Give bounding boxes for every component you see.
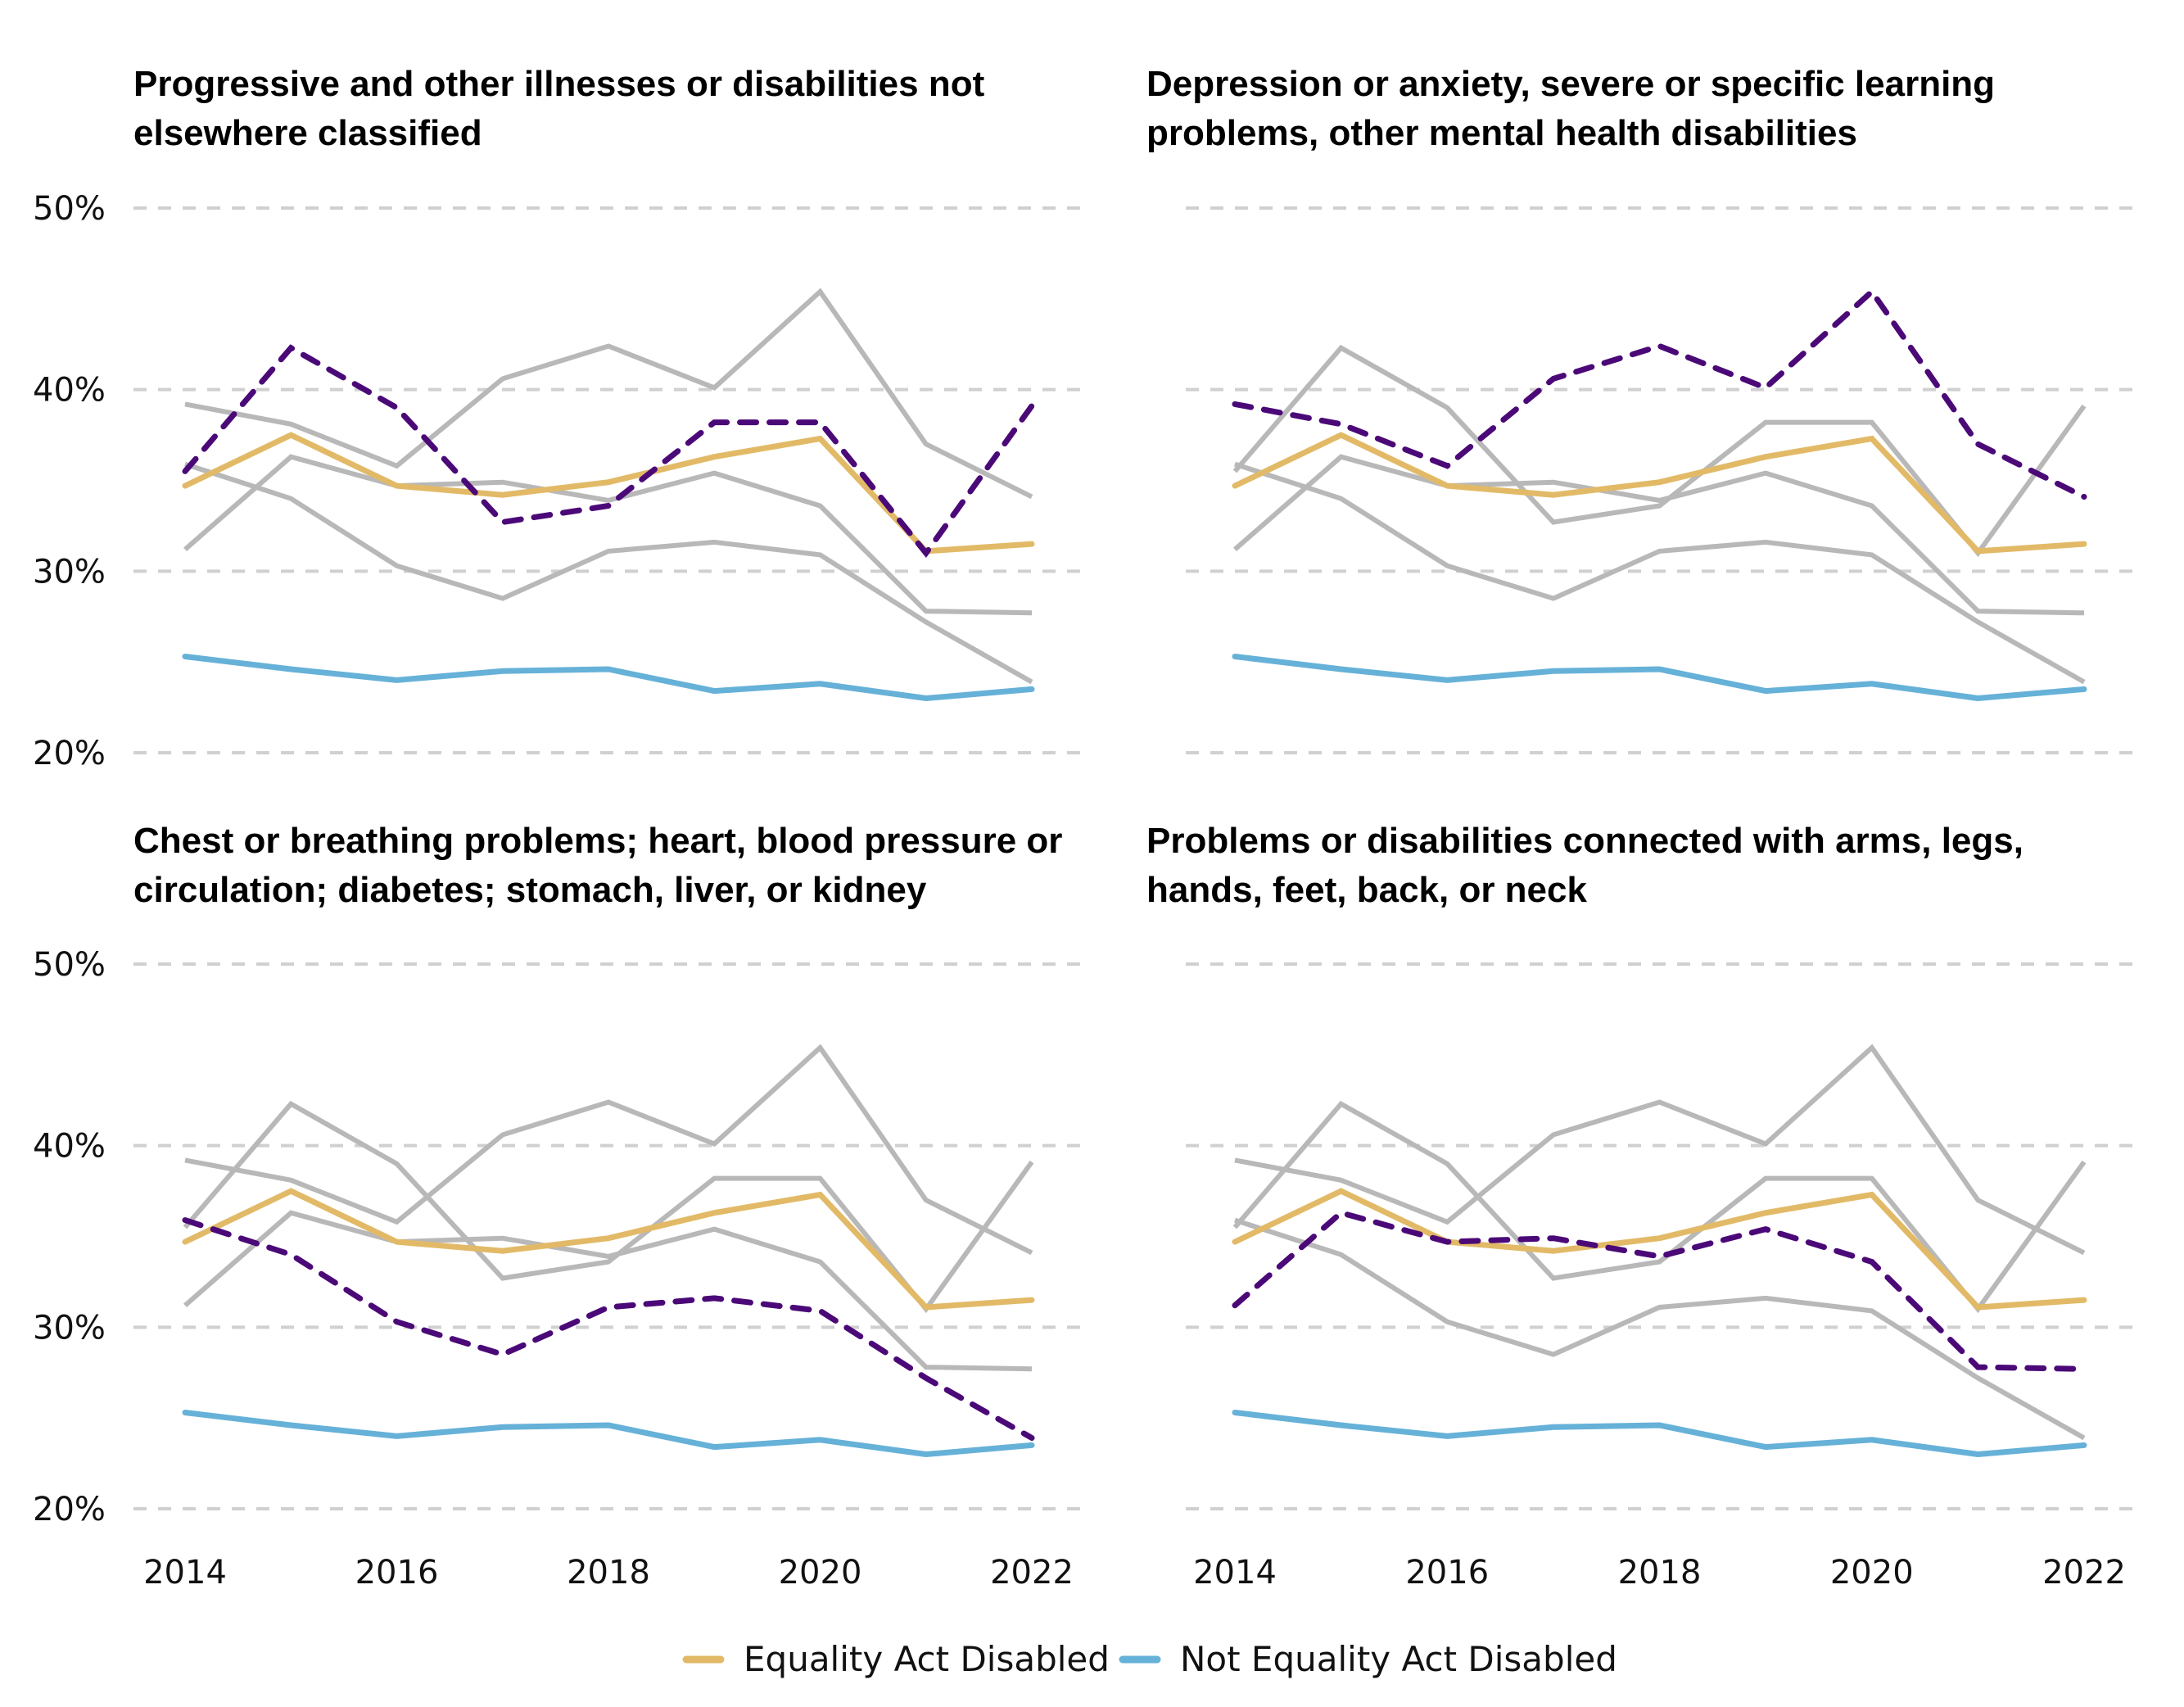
y-tick-label: 20% xyxy=(33,1491,106,1528)
series-line-progressive xyxy=(1232,344,2087,558)
series-line-equality-act-disabled xyxy=(1232,432,2087,555)
series-line-mental xyxy=(1234,1044,2086,1256)
x-tick-label: 2014 xyxy=(1193,1554,1277,1592)
y-tick-label: 20% xyxy=(33,735,106,772)
y-tick-label: 50% xyxy=(33,946,106,984)
panel-1: Progressive and other illnesses or disab… xyxy=(33,64,1081,772)
y-tick-label: 30% xyxy=(33,553,106,591)
x-tick-label: 2014 xyxy=(143,1554,227,1592)
panel-title: Depression or anxiety, severe or specifi… xyxy=(1146,64,1995,104)
panel-title: Problems or disabilities connected with … xyxy=(1146,821,2023,861)
panel-title: hands, feet, back, or neck xyxy=(1146,870,1587,910)
legend-label: Equality Act Disabled xyxy=(744,1639,1110,1679)
series-line-highlight-chest xyxy=(182,1217,1035,1441)
series-line-progressive xyxy=(1232,1100,2087,1314)
series-line-highlight-mental xyxy=(1232,287,2087,500)
x-tick-label: 2018 xyxy=(1618,1554,1702,1592)
panel-2: Depression or anxiety, severe or specifi… xyxy=(1146,64,2133,754)
panel-title: elsewhere classified xyxy=(133,113,482,153)
y-tick-label: 30% xyxy=(33,1309,106,1347)
x-tick-label: 2022 xyxy=(990,1554,1074,1592)
x-tick-label: 2018 xyxy=(567,1554,650,1592)
series-line-chest xyxy=(1234,461,2086,685)
panel-title: problems, other mental health disabiliti… xyxy=(1146,113,1857,153)
panel-3: Chest or breathing problems; heart, bloo… xyxy=(33,821,1081,1592)
panel-title: Progressive and other illnesses or disab… xyxy=(133,64,985,104)
series-line-limbs xyxy=(1233,454,2085,616)
x-tick-label: 2022 xyxy=(2042,1554,2126,1592)
series-line-not-equality-act-disabled xyxy=(182,654,1035,702)
series-line-chest xyxy=(184,461,1033,685)
panel-4: Problems or disabilities connected with … xyxy=(1146,821,2133,1592)
series-line-equality-act-disabled xyxy=(182,432,1035,555)
legend: Equality Act Disabled Not Equality Act Di… xyxy=(682,1639,1617,1679)
x-tick-label: 2016 xyxy=(355,1554,439,1592)
series-line-not-equality-act-disabled xyxy=(1232,1410,2087,1458)
y-tick-label: 40% xyxy=(33,1128,106,1166)
legend-label: Not Equality Act Disabled xyxy=(1180,1639,1617,1679)
series-line-limbs xyxy=(183,454,1033,616)
series-line-equality-act-disabled xyxy=(1232,1188,2087,1311)
x-tick-label: 2020 xyxy=(1830,1554,1914,1592)
series-line-mental xyxy=(184,288,1033,500)
series-line-equality-act-disabled xyxy=(182,1188,1035,1311)
series-line-mental xyxy=(184,1044,1033,1256)
series-line-chest xyxy=(1234,1217,2086,1441)
panel-title: circulation; diabetes; stomach, liver, o… xyxy=(133,870,927,910)
x-tick-label: 2020 xyxy=(779,1554,862,1592)
x-tick-label: 2016 xyxy=(1405,1554,1489,1592)
y-tick-label: 40% xyxy=(33,372,106,410)
panel-title: Chest or breathing problems; heart, bloo… xyxy=(133,821,1062,861)
series-line-highlight-progressive xyxy=(182,344,1035,558)
series-line-not-equality-act-disabled xyxy=(182,1410,1035,1458)
y-tick-label: 50% xyxy=(33,190,106,228)
series-line-highlight-limbs xyxy=(1232,1209,2087,1372)
series-line-not-equality-act-disabled xyxy=(1232,654,2087,702)
series-line-limbs xyxy=(183,1210,1033,1372)
series-line-progressive xyxy=(183,1100,1034,1314)
